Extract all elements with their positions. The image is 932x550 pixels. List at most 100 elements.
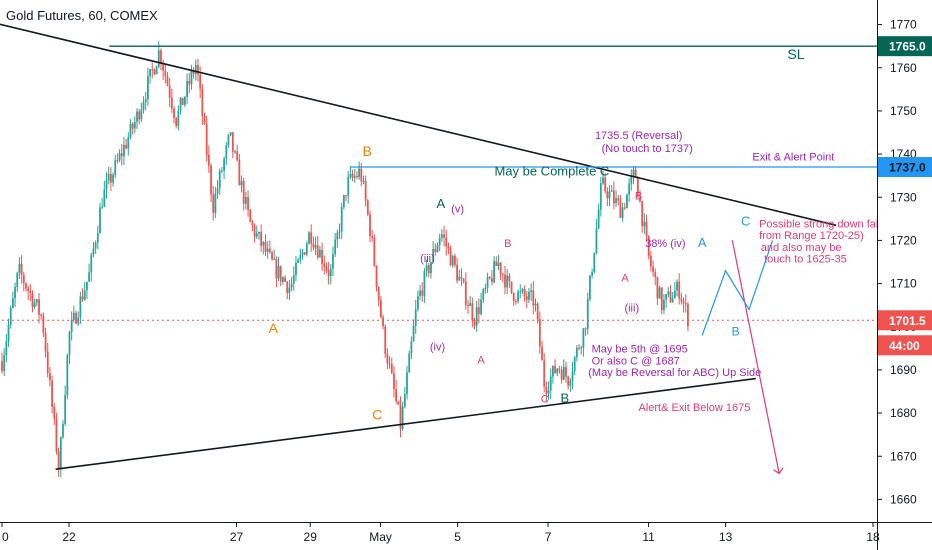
candle-body-216: [471, 303, 474, 321]
candle-body-6: [14, 287, 16, 299]
candle-body-120: [262, 241, 265, 246]
candle-body-31: [68, 332, 71, 356]
candle-body-182: [397, 401, 400, 405]
price-axis[interactable]: 1660167016801690170017101720173017401750…: [877, 0, 932, 550]
candle-body-23: [51, 380, 53, 407]
candle-body-62: [136, 111, 138, 122]
candle-body-21: [46, 351, 49, 374]
candle-body-188: [410, 341, 413, 354]
candle-body-54: [118, 153, 121, 161]
annotation-2: A: [269, 320, 279, 336]
candle-body-219: [477, 307, 480, 314]
candle-body-260: [567, 376, 570, 386]
annotation-25: and also may be: [761, 242, 842, 254]
candle-body-221: [482, 289, 485, 300]
y-tick-label-1760: 1760: [890, 61, 917, 75]
candle-body-240: [523, 289, 526, 297]
candle-body-96: [210, 165, 212, 195]
candle-body-112: [244, 197, 247, 204]
candle-body-75: [164, 70, 167, 77]
y-tick-label-1660: 1660: [890, 492, 917, 506]
candle-body-88: [192, 71, 195, 74]
annotation-28: Or also C @ 1687: [592, 355, 680, 367]
candle-body-179: [390, 364, 393, 374]
candle-body-58: [127, 137, 130, 149]
candle-body-227: [495, 261, 498, 267]
annotation-27: May be 5th @ 1695: [592, 344, 688, 356]
candle-body-138: [301, 252, 304, 255]
price-label-2: 1701.5: [889, 314, 926, 328]
candle-body-43: [94, 242, 97, 249]
candle-body-132: [288, 287, 291, 294]
candle-body-159: [347, 177, 350, 196]
candle-body-191: [417, 295, 419, 310]
candle-body-91: [199, 74, 202, 89]
candle-body-14: [31, 292, 34, 308]
candle-body-151: [329, 268, 332, 277]
candle-body-184: [401, 406, 404, 429]
candle-body-99: [216, 188, 219, 194]
candle-body-7: [16, 272, 19, 288]
candle-body-279: [608, 191, 611, 199]
candle-body-83: [181, 97, 184, 105]
candle-body-222: [484, 287, 487, 290]
candle-body-178: [388, 363, 391, 365]
candle-body-161: [351, 173, 354, 178]
time-axis[interactable]: 0 22 27 29 May 5 7 11 13 18: [0, 522, 932, 550]
y-tick-label-1690: 1690: [890, 363, 917, 377]
candle-body-25: [55, 418, 58, 452]
candle-body-266: [580, 347, 583, 349]
candle-body-87: [190, 71, 193, 85]
y-tick-label-1710: 1710: [890, 277, 917, 291]
annotation-12: May be Complete C: [494, 164, 609, 179]
annotation-26: touch to 1625-35: [764, 253, 847, 265]
candle-body-224: [488, 277, 491, 279]
candle-body-154: [336, 232, 339, 240]
candle-body-189: [412, 325, 415, 342]
candle-body-244: [532, 290, 535, 306]
candle-body-56: [123, 144, 125, 157]
candle-body-263: [573, 357, 576, 372]
candle-body-90: [197, 64, 199, 75]
candle-body-29: [64, 394, 67, 424]
candle-body-301: [656, 277, 659, 299]
candle-body-133: [290, 283, 293, 288]
candle-body-107: [234, 151, 236, 153]
candle-body-197: [430, 262, 432, 274]
candle-body-281: [612, 190, 615, 204]
candle-body-92: [201, 88, 204, 116]
candle-body-66: [144, 99, 147, 103]
candle-body-12: [27, 288, 30, 292]
candle-body-315: [687, 304, 689, 327]
candle-body-264: [575, 347, 578, 358]
candle-body-223: [486, 277, 489, 288]
candle-body-306: [667, 291, 670, 295]
candle-body-52: [114, 160, 117, 175]
candle-body-51: [112, 174, 114, 183]
candle-body-152: [332, 254, 334, 269]
candle-body-136: [297, 259, 300, 263]
candle-body-38: [83, 290, 86, 300]
annotation-14: (No touch to 1737): [602, 143, 693, 155]
candle-body-295: [643, 221, 646, 227]
candle-body-229: [499, 262, 502, 275]
x-tick-label-2: 27: [230, 530, 244, 544]
time-axis-bg: [0, 522, 877, 550]
price-label-0: 1765.0: [889, 40, 926, 54]
candle-body-236: [514, 301, 517, 303]
candlestick-series: [1, 41, 689, 478]
candle-body-126: [275, 258, 278, 279]
candle-body-114: [249, 209, 252, 222]
candle-body-144: [314, 245, 317, 248]
projection-path: [701, 240, 774, 336]
candle-body-82: [179, 97, 182, 111]
candle-body-285: [621, 207, 624, 218]
candle-body-11: [25, 283, 27, 289]
candle-body-258: [562, 367, 565, 380]
candle-body-185: [403, 394, 406, 407]
x-tick-label-3: 29: [304, 530, 318, 544]
y-tick-label-1680: 1680: [890, 406, 917, 420]
candle-body-247: [538, 319, 541, 347]
annotation-23: Possible strong down fall,: [759, 218, 884, 230]
